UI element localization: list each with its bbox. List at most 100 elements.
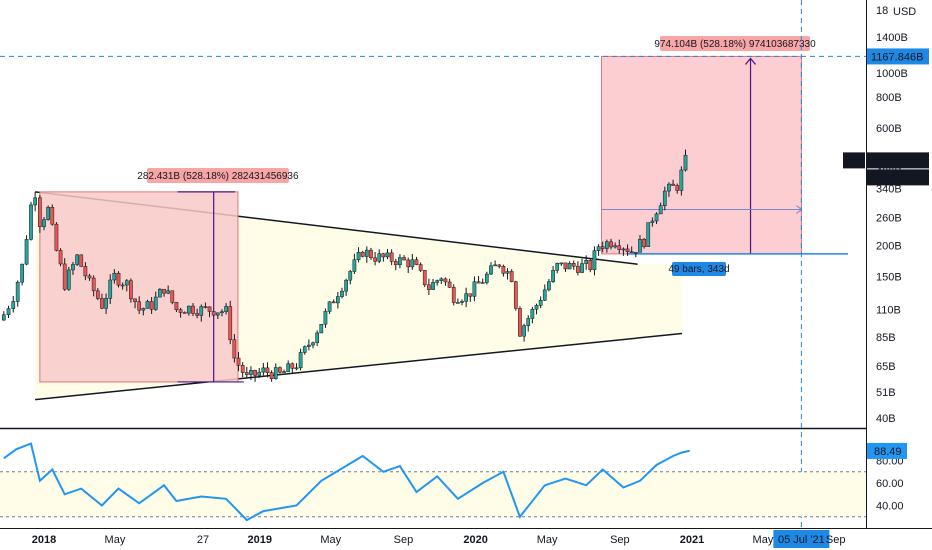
currency-label[interactable]: USD <box>893 6 916 18</box>
candle <box>464 287 468 308</box>
candle-body <box>431 282 435 290</box>
candle <box>414 256 419 266</box>
candle <box>555 262 560 274</box>
candle-body <box>66 269 71 290</box>
candle <box>29 201 33 241</box>
price-tick-label: 40B <box>876 413 896 425</box>
countdown-label: 6d 20h <box>884 172 918 184</box>
candle <box>33 191 37 212</box>
candle <box>83 262 88 281</box>
candle-body <box>373 257 377 262</box>
candle-body <box>327 301 332 312</box>
candle-body <box>476 281 481 284</box>
candle <box>253 369 257 382</box>
candle <box>278 366 282 374</box>
crosshair-time-label-bg <box>773 530 830 548</box>
candle <box>398 254 402 269</box>
candle-body <box>447 281 452 288</box>
candle-body <box>178 309 183 313</box>
candle <box>15 280 20 307</box>
candle-body <box>600 246 605 249</box>
price-axis[interactable]: 181400B1000B800B600B400B340B260B200B150B… <box>876 5 908 425</box>
candle-body <box>542 289 547 301</box>
candle-body <box>108 279 113 299</box>
candle-body <box>662 190 667 207</box>
candle <box>191 303 195 317</box>
candle-body <box>215 312 220 316</box>
candle <box>580 258 584 274</box>
candle <box>431 279 435 290</box>
target-price-label-bg <box>867 48 929 65</box>
candle-body <box>393 261 398 266</box>
time-axis[interactable]: 2018 May 27 2019 May Sep 2020 May Sep 2021 May 05 J… <box>32 530 846 548</box>
candle-body <box>335 296 340 304</box>
candle <box>609 238 613 250</box>
candle-body <box>15 281 20 302</box>
triangle-lower-trendline[interactable] <box>35 332 683 401</box>
candle <box>547 279 551 292</box>
candle <box>385 249 390 260</box>
candle <box>534 303 539 315</box>
candle-body <box>133 298 137 302</box>
price-tick-label: 260B <box>876 212 902 224</box>
time-tick-label: Sep <box>826 534 846 546</box>
candle <box>294 363 299 371</box>
candle <box>224 303 228 315</box>
candle <box>584 255 589 270</box>
candle-body <box>621 248 626 251</box>
candle-body <box>658 205 663 215</box>
candle <box>505 268 510 280</box>
candle-body <box>42 219 46 227</box>
candle-body <box>526 318 531 326</box>
candle-body <box>460 301 464 303</box>
candle <box>567 261 572 270</box>
candle-body <box>199 306 204 316</box>
candle <box>389 249 394 266</box>
candle-body <box>100 298 104 309</box>
symbol-label-bg <box>843 152 865 169</box>
candle <box>335 292 340 309</box>
candle <box>315 330 320 347</box>
candle-body <box>87 275 92 279</box>
candle <box>443 277 448 286</box>
candle <box>327 301 332 315</box>
candle <box>352 253 357 274</box>
candle-body <box>311 342 315 346</box>
candle-body <box>513 281 518 309</box>
candle <box>236 352 241 372</box>
candle-body <box>497 264 502 267</box>
price-tick-label: 85B <box>876 332 896 344</box>
projection-label: 974.104B (528.18%) 974103687330 <box>654 39 816 50</box>
countdown-label-bg <box>867 169 929 186</box>
candle <box>100 293 104 310</box>
candle-body <box>638 238 642 253</box>
candle-body <box>112 272 117 281</box>
candle <box>38 194 42 233</box>
candle-body <box>518 308 522 337</box>
candle-body <box>298 352 303 369</box>
measured-move-box[interactable] <box>39 191 239 383</box>
candle-body <box>402 257 406 261</box>
candle-body <box>385 252 390 258</box>
candle <box>480 278 485 284</box>
last-price-label: 442.737B <box>873 155 920 167</box>
candle <box>435 279 440 286</box>
candle-body <box>464 293 468 302</box>
candle-body <box>683 154 688 171</box>
candle-body <box>406 259 411 268</box>
candle <box>20 263 24 286</box>
candle-body <box>435 280 440 283</box>
candle <box>141 307 146 316</box>
candle-body <box>427 284 431 290</box>
projection-box[interactable] <box>601 55 802 255</box>
projection-arrowhead <box>745 57 756 65</box>
candle <box>509 269 514 283</box>
crosshair-time-label: 05 Jul '21 <box>778 534 825 546</box>
time-tick-label: Sep <box>610 534 630 546</box>
candle <box>650 217 655 227</box>
candles <box>1 149 688 382</box>
candle-body <box>369 249 373 259</box>
candle <box>646 222 651 247</box>
